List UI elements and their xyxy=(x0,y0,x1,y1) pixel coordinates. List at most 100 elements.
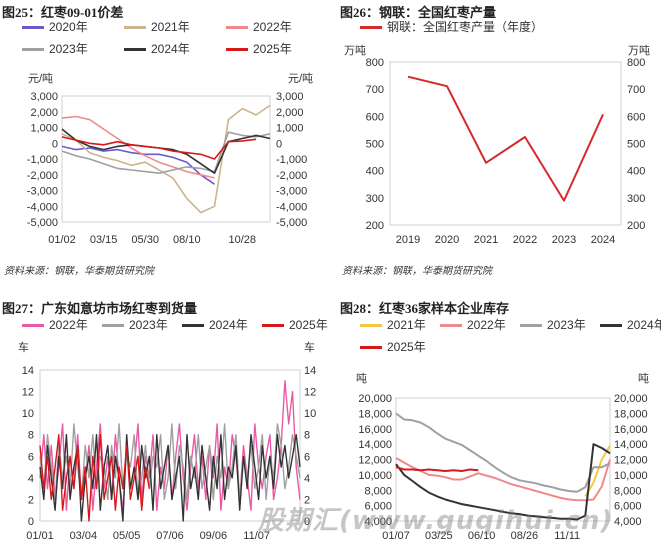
series-line-2023年 xyxy=(395,412,611,493)
series-line-2023年 xyxy=(61,131,271,174)
y-tick-label-right: 0 xyxy=(276,138,282,150)
x-tick-label: 2019 xyxy=(396,234,420,246)
y-tick-label-right: 8,000 xyxy=(614,485,642,497)
y-tick-label-right: 500 xyxy=(627,139,645,151)
y-tick-label-left: 8,000 xyxy=(364,485,392,497)
x-tick-label: 2024 xyxy=(591,234,615,246)
y-tick-label-right: -5,000 xyxy=(276,217,307,229)
legend-item-2020: 2020年 xyxy=(22,18,88,35)
legend-item-annual: 钢联：全国红枣产量（年度） xyxy=(360,18,543,35)
chart-legend: 2022年 2023年 2024年 2025年 xyxy=(22,316,328,336)
y-tick-label-right: 4,000 xyxy=(614,516,642,528)
y-tick-label-left: 600 xyxy=(366,111,384,123)
y-tick-label-left: 8 xyxy=(28,430,34,442)
legend-item-2021: 2021年 xyxy=(360,316,426,333)
legend-item-2024: 2024年 xyxy=(600,316,661,333)
x-tick-label: 05/05 xyxy=(113,530,141,542)
y-axis-unit-left: 车 xyxy=(18,340,29,354)
x-tick-label: 2022 xyxy=(513,234,537,246)
chart-panel-fig25: 图25：红枣09-01价差 2020年 2021年 2022年 2023年 20… xyxy=(0,0,330,277)
chart-title: 图26：钢联：全国红枣产量 xyxy=(340,5,497,20)
y-tick-label-right: 0 xyxy=(304,516,310,528)
y-tick-label-left: 700 xyxy=(366,84,384,96)
y-tick-label-left: -4,000 xyxy=(27,201,58,213)
y-tick-label-right: 6 xyxy=(304,451,310,463)
y-tick-label-left: 14,000 xyxy=(358,439,392,451)
x-tick-label: 05/30 xyxy=(131,234,159,246)
y-tick-label-right: -1,000 xyxy=(276,154,307,166)
series-line-2020年 xyxy=(61,145,215,185)
x-tick-label: 2021 xyxy=(474,234,498,246)
y-tick-label-left: 12,000 xyxy=(358,455,392,467)
legend-item-2023: 2023年 xyxy=(520,316,586,333)
chart-legend: 2021年 2022年 2023年 2024年 2025年 xyxy=(360,316,661,356)
x-tick-label: 11/07 xyxy=(243,530,270,542)
y-tick-label-right: 10,000 xyxy=(614,470,648,482)
y-tick-label-right: -3,000 xyxy=(276,186,307,198)
y-tick-label-right: 14 xyxy=(304,365,316,377)
y-tick-label-right: 16,000 xyxy=(614,424,648,436)
y-tick-label-right: 400 xyxy=(627,166,645,178)
series-line-钢联：全国红枣产量（年度） xyxy=(407,75,604,202)
chart-legend: 2020年 2021年 2022年 2023年 2024年 2025年 xyxy=(22,18,322,58)
y-tick-label-left: -2,000 xyxy=(27,170,58,182)
y-tick-label-left: 800 xyxy=(366,57,384,69)
y-tick-label-right: 300 xyxy=(627,193,645,205)
legend-item-2022: 2022年 xyxy=(440,316,506,333)
y-tick-label-right: -2,000 xyxy=(276,170,307,182)
y-tick-label-right: 700 xyxy=(627,84,645,96)
y-tick-label-right: 2,000 xyxy=(276,107,304,119)
series-line-2022年 xyxy=(395,457,611,502)
y-tick-label-left: 2,000 xyxy=(30,107,58,119)
source-note: 资料来源：钢联，华泰期货研究院 xyxy=(342,266,492,277)
series-line-2024年 xyxy=(39,434,301,522)
chart-title: 图27：广东如意坊市场红枣到货量 xyxy=(2,301,198,316)
y-tick-label-left: 12 xyxy=(22,387,34,399)
series-line-2021年 xyxy=(61,104,271,214)
y-tick-label-left: -5,000 xyxy=(27,217,58,229)
x-tick-label: 11/11 xyxy=(554,530,580,542)
series-line-2025年 xyxy=(61,136,257,160)
chart-panel-fig27: 图27：广东如意坊市场红枣到货量 2022年 2023年 2024年 2025年… xyxy=(0,296,330,545)
y-tick-label-left: 400 xyxy=(366,166,384,178)
y-tick-label-right: 10 xyxy=(304,408,316,420)
y-tick-label-left: 10 xyxy=(22,408,34,420)
y-tick-label-left: 0 xyxy=(28,516,34,528)
legend-item-2023: 2023年 xyxy=(102,316,168,333)
x-tick-label: 09/06 xyxy=(200,530,228,542)
y-tick-label-left: 0 xyxy=(52,138,58,150)
x-tick-label: 01/02 xyxy=(48,234,76,246)
x-tick-label: 01/07 xyxy=(382,530,410,542)
y-tick-label-left: 500 xyxy=(366,139,384,151)
y-tick-label-right: 2 xyxy=(304,494,310,506)
y-tick-label-left: 300 xyxy=(366,193,384,205)
plot-frame xyxy=(389,61,622,226)
legend-item-2025: 2025年 xyxy=(360,338,426,355)
y-tick-label-left: 3,000 xyxy=(30,91,58,103)
x-tick-label: 2020 xyxy=(435,234,459,246)
y-tick-label-right: 14,000 xyxy=(614,439,648,451)
x-tick-label: 2023 xyxy=(552,234,576,246)
series-line-2022年 xyxy=(61,115,215,179)
y-tick-label-left: -1,000 xyxy=(27,154,58,166)
watermark: 股期汇(www.guqihui.cn) xyxy=(258,506,614,536)
y-tick-label-left: 4 xyxy=(28,473,34,485)
x-tick-label: 03/04 xyxy=(70,530,98,542)
chart-panel-fig26: 图26：钢联：全国红枣产量 钢联：全国红枣产量（年度） 万吨 万吨 800 800 70… xyxy=(338,0,661,277)
y-tick-label-left: 14 xyxy=(22,365,34,377)
legend-item-2024: 2024年 xyxy=(124,40,190,57)
y-tick-label-right: -4,000 xyxy=(276,201,307,213)
series-line-2021年 xyxy=(584,445,611,497)
legend-item-2022: 2022年 xyxy=(226,18,292,35)
legend-item-2025: 2025年 xyxy=(226,40,292,57)
x-tick-label: 03/15 xyxy=(90,234,118,246)
y-tick-label-left: 20,000 xyxy=(358,393,392,405)
chart-legend: 钢联：全国红枣产量（年度） xyxy=(360,18,650,38)
y-tick-label-right: 4 xyxy=(304,473,310,485)
y-tick-label-right: 3,000 xyxy=(276,91,304,103)
y-tick-label-right: 800 xyxy=(627,57,645,69)
y-tick-label-right: 6,000 xyxy=(614,501,642,513)
chart-panel-fig28: 图28：红枣36家样本企业库存 2021年 2022年 2023年 2024年 … xyxy=(338,296,661,545)
chart-title: 图28：红枣36家样本企业库存 xyxy=(340,301,510,316)
legend-item-2025: 2025年 xyxy=(262,316,328,333)
